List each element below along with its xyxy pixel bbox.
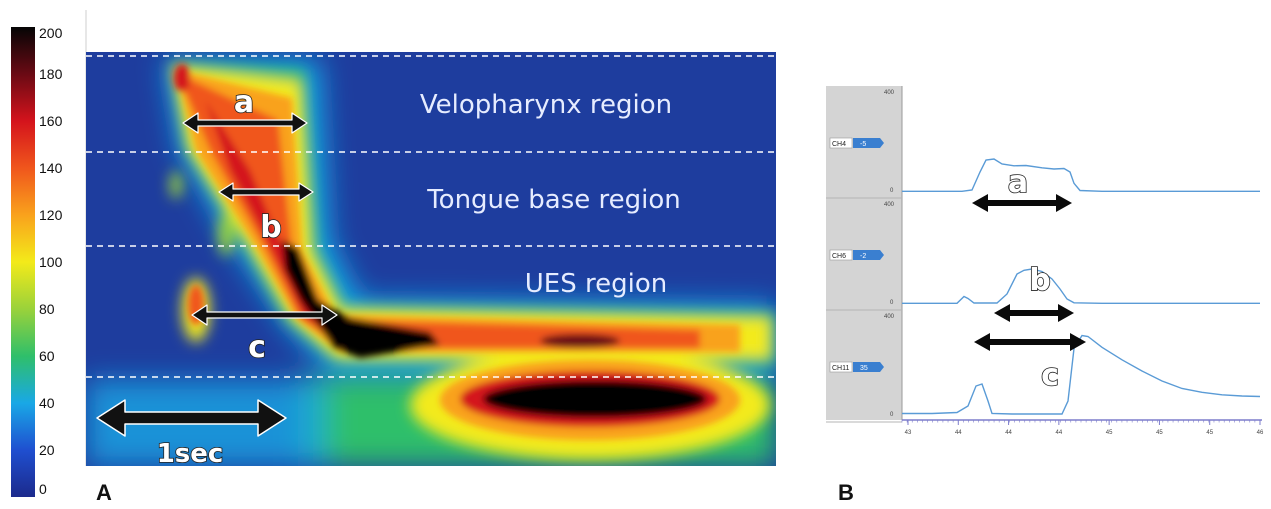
channel-tag-ch11: CH11 <box>832 365 849 372</box>
x-tick-label: 44 <box>1005 430 1012 436</box>
x-tick-label: 43 <box>905 430 912 436</box>
heat-left-blob-small <box>218 212 234 256</box>
channel-value-badge <box>853 138 884 148</box>
heat-black-core <box>282 240 440 358</box>
x-tick-label: 46 <box>1257 430 1264 436</box>
heat-yellow-swallow <box>172 66 770 358</box>
region-separators <box>86 55 776 378</box>
heat-red-swallow <box>178 74 700 348</box>
colorbar-tick-180: 180 <box>39 66 63 82</box>
trace-arrow-b <box>994 304 1074 322</box>
channel-strip-ch4: 400 0 CH4 -5 <box>826 90 1260 199</box>
strip-ytick-top: 400 <box>884 202 895 208</box>
strip-ytick-zero: 0 <box>890 412 894 418</box>
x-tick-label: 44 <box>1056 430 1063 436</box>
colorbar-bar <box>11 27 35 497</box>
strip-ytick-top: 400 <box>884 314 895 320</box>
channel-tag-box <box>829 249 853 261</box>
colorbar-tick-100: 100 <box>39 254 63 270</box>
arrow-a <box>182 112 308 134</box>
panel-label-a: A <box>96 480 112 505</box>
channel-tag-ch4: CH4 <box>832 141 846 148</box>
line-panel: 400 0 CH4 -5 400 0 CH6 -2 400 0 CH11 35 a b c 43 44 44 44… <box>826 86 1264 505</box>
colorbar: 0 20 40 60 80 100 120 140 160 180 200 <box>11 25 63 497</box>
trace-annotation-a: a <box>1008 165 1028 200</box>
plot-background <box>902 86 1260 420</box>
annotation-c: c <box>248 330 266 365</box>
heat-left-blob-tiny <box>170 171 182 199</box>
region-label-ues: UES region <box>525 269 667 299</box>
x-tick-label: 45 <box>1156 430 1163 436</box>
colorbar-tick-0: 0 <box>39 481 47 497</box>
line-x-ticks: 43 44 44 44 45 45 45 46 <box>901 420 1264 436</box>
panel-label-b: B <box>838 480 854 505</box>
strip-ytick-top: 400 <box>884 90 895 96</box>
colorbar-tick-80: 80 <box>39 301 55 317</box>
heat-upper-peak <box>174 64 190 92</box>
channel-tag-ch6: CH6 <box>832 253 846 260</box>
trace-arrow-a <box>972 194 1072 212</box>
channel-value-ch6: -2 <box>860 253 866 260</box>
channel-strips: 400 0 CH4 -5 400 0 CH6 -2 400 0 CH11 35 a b c <box>826 90 1261 423</box>
heatmap-arrows <box>96 112 338 437</box>
channel-value-ch4: -5 <box>860 141 866 148</box>
heat-lower-core <box>483 380 707 418</box>
colorbar-tick-120: 120 <box>39 207 63 223</box>
colorbar-tick-200: 200 <box>39 25 63 41</box>
trace-ch6 <box>902 268 1260 304</box>
heat-ues-core <box>540 334 620 348</box>
channel-tag-box <box>829 361 853 373</box>
trace-annotation-c: c <box>1041 358 1059 393</box>
heat-orange-swallow <box>176 70 740 352</box>
arrow-b <box>218 182 314 202</box>
arrow-c <box>191 304 338 326</box>
x-tick-label: 45 <box>1206 430 1213 436</box>
trace-annotation-b: b <box>1029 263 1050 298</box>
annotation-1sec: 1sec <box>157 439 224 469</box>
colorbar-tick-60: 60 <box>39 348 55 364</box>
colorbar-tick-140: 140 <box>39 160 63 176</box>
colorbar-ticks: 0 20 40 60 80 100 120 140 160 180 200 <box>39 25 63 497</box>
channel-value-ch11: 35 <box>860 365 868 372</box>
heatmap-panel: Velopharynx region Tongue base region UE… <box>85 10 776 505</box>
x-tick-label: 45 <box>1106 430 1113 436</box>
channel-tag-box <box>829 137 853 149</box>
region-label-tongue-base: Tongue base region <box>426 185 681 215</box>
colorbar-tick-20: 20 <box>39 442 55 458</box>
colorbar-tick-160: 160 <box>39 113 63 129</box>
annotation-b: b <box>260 210 281 245</box>
region-label-velopharynx: Velopharynx region <box>420 90 672 120</box>
channel-strip-ch6: 400 0 CH6 -2 <box>826 202 1260 311</box>
strip-ytick-zero: 0 <box>890 300 894 306</box>
annotation-a: a <box>234 85 254 120</box>
colorbar-tick-40: 40 <box>39 395 55 411</box>
channel-value-badge <box>853 250 884 260</box>
x-tick-label: 44 <box>955 430 962 436</box>
trace-arrow-c <box>974 333 1086 351</box>
arrow-1sec <box>96 399 287 437</box>
channel-value-badge <box>853 362 884 372</box>
strip-ytick-zero: 0 <box>890 188 894 194</box>
trace-ch4 <box>902 158 1260 192</box>
